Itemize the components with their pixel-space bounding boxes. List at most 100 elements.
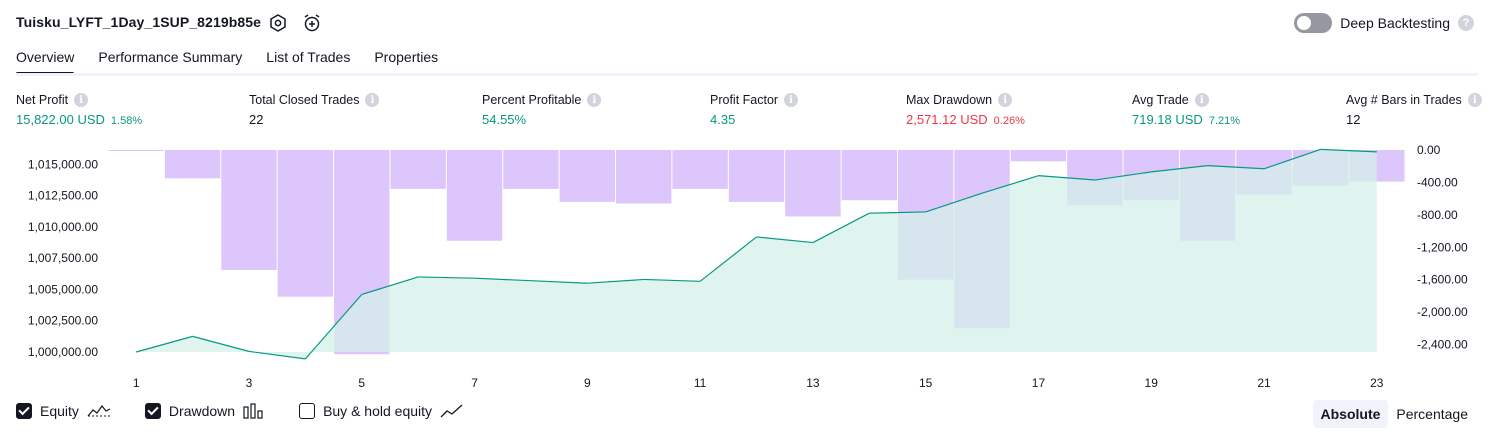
info-icon[interactable]: i (1467, 93, 1482, 107)
equity-line-segment (1320, 148, 1377, 153)
left-axis-tick-label: 1,010,000.00 (28, 220, 98, 234)
tab-divider (16, 73, 1478, 76)
info-icon[interactable]: i (587, 93, 602, 107)
left-axis-tick-label: 1,002,500.00 (28, 314, 98, 328)
metric-percent: 7.21% (1208, 115, 1241, 127)
x-axis-tick-label: 1 (133, 376, 140, 390)
deep-backtesting-label: Deep Backtesting (1340, 15, 1450, 31)
metric-value: 4.35 (710, 112, 736, 127)
metric-value: 2,571.12 USD (906, 112, 988, 127)
equity-line-segment (587, 278, 644, 284)
metric-label: Max Drawdown (906, 93, 993, 107)
metric-avg-trade: Avg Trade i 719.18 USD 7.21% (1132, 93, 1240, 127)
right-axis-tick-label: -1,200.00 (1417, 240, 1468, 254)
metric-value: 54.55% (482, 112, 527, 127)
strategy-title: Tuisku_LYFT_1Day_1SUP_8219b85e (16, 14, 262, 30)
drawdown-bar (1010, 150, 1067, 162)
right-axis-tick-label: 0.00 (1417, 143, 1441, 157)
left-axis-tick-label: 1,005,000.00 (28, 282, 98, 296)
equity-area (136, 149, 1377, 359)
legend-equity[interactable]: Equity (16, 403, 111, 419)
tab-list-of-trades[interactable]: List of Trades (266, 49, 351, 65)
metric-net-profit: Net Profit i 15,822.00 USD 1.58% (16, 93, 142, 127)
equity-line-segment (756, 236, 813, 244)
drawdown-bars-icon (243, 403, 263, 419)
deep-backtesting-toggle[interactable] (1294, 13, 1333, 33)
metric-percent-profitable: Percent Profitable i 54.55% (482, 93, 602, 127)
percentage-button[interactable]: Percentage (1396, 406, 1468, 422)
metric-percent: 1.58% (110, 115, 143, 127)
tab-performance-summary[interactable]: Performance Summary (98, 49, 243, 65)
equity-line-icon (87, 405, 111, 417)
info-icon[interactable]: i (784, 93, 799, 107)
metric-profit-factor: Profit Factor i 4.35 (710, 93, 799, 127)
x-axis-tick-label: 23 (1370, 376, 1384, 390)
equity-line-segment (474, 277, 531, 282)
drawdown-bar (277, 150, 334, 297)
chart-legend: Equity Drawdown Buy & hold equity (16, 403, 498, 419)
legend-label: Buy & hold equity (323, 403, 433, 419)
equity-line-segment (1038, 175, 1095, 181)
equity-line-segment (418, 276, 475, 279)
tab-properties[interactable]: Properties (374, 49, 439, 65)
x-axis-tick-label: 21 (1257, 376, 1271, 390)
info-icon[interactable]: i (74, 93, 89, 107)
settings-hex-icon[interactable] (268, 13, 288, 33)
equity-line-segment (699, 236, 757, 282)
legend-drawdown[interactable]: Drawdown (144, 403, 265, 419)
x-axis-tick-label: 7 (471, 376, 478, 390)
equity-line-segment (192, 335, 250, 352)
buyhold-line-icon (440, 404, 463, 418)
left-axis-tick-label: 1,007,500.00 (28, 251, 98, 265)
metric-label: Total Closed Trades (249, 93, 360, 107)
equity-checkbox[interactable] (16, 403, 32, 419)
x-axis-tick-label: 13 (806, 376, 820, 390)
drawdown-bar (559, 150, 616, 202)
metric-label: Percent Profitable (482, 93, 582, 107)
absolute-button[interactable]: Absolute (1312, 400, 1389, 428)
equity-line-segment (136, 335, 193, 353)
metric-label: Profit Factor (710, 93, 779, 107)
x-axis-tick-label: 3 (246, 376, 253, 390)
metric-label: Avg Trade (1132, 93, 1189, 107)
legend-buy-hold-equity[interactable]: Buy & hold equity (299, 403, 464, 419)
equity-line-segment (304, 294, 363, 360)
drawdown-bar (503, 150, 559, 189)
drawdown-bar (785, 150, 841, 217)
equity-line-segment (869, 211, 926, 214)
metric-value: 15,822.00 USD (16, 112, 105, 127)
info-icon[interactable]: i (998, 93, 1013, 107)
alarm-add-icon[interactable] (302, 13, 322, 33)
right-axis-tick-label: -800.00 (1417, 208, 1458, 222)
info-icon[interactable]: i (1194, 93, 1209, 107)
metric-value: 12 (1346, 112, 1361, 127)
metric-label: Net Profit (16, 93, 69, 107)
x-axis-tick-label: 19 (1145, 376, 1159, 390)
view-mode-switch: Absolute Percentage (1312, 400, 1477, 428)
metric-value: 719.18 USD (1132, 112, 1203, 127)
equity-line-segment (643, 278, 701, 282)
equity-drawdown-chart[interactable]: 1,015,000.00 1,012,500.00 1,010,000.00 1,00… (0, 140, 1494, 395)
metric-max-drawdown: Max Drawdown i 2,571.12 USD 0.26% (906, 93, 1025, 127)
metric-percent: 0.26% (993, 115, 1025, 127)
info-icon[interactable]: i (365, 93, 380, 107)
equity-line-segment (981, 175, 1039, 194)
help-icon[interactable]: ? (1458, 15, 1474, 31)
equity-line-segment (248, 350, 306, 360)
deep-backtesting: Deep Backtesting ? (1294, 13, 1474, 33)
tab-overview[interactable]: Overview (16, 49, 75, 75)
left-axis-tick-label: 1,015,000.00 (28, 157, 98, 171)
buy-hold-checkbox[interactable] (299, 403, 316, 419)
x-axis-tick-label: 11 (694, 376, 707, 390)
drawdown-checkbox[interactable] (144, 403, 161, 419)
equity-line-segment (1094, 171, 1152, 181)
x-axis-tick-label: 15 (919, 376, 933, 390)
legend-label: Equity (40, 403, 79, 419)
drawdown-bar (164, 150, 221, 179)
right-axis-tick-label: -2,400.00 (1417, 338, 1468, 352)
drawdown-bar (841, 150, 897, 201)
drawdown-bar (446, 150, 503, 241)
equity-line-segment (530, 280, 588, 284)
right-axis-tick-label: -2,000.00 (1417, 305, 1468, 319)
drawdown-bar (616, 150, 672, 204)
